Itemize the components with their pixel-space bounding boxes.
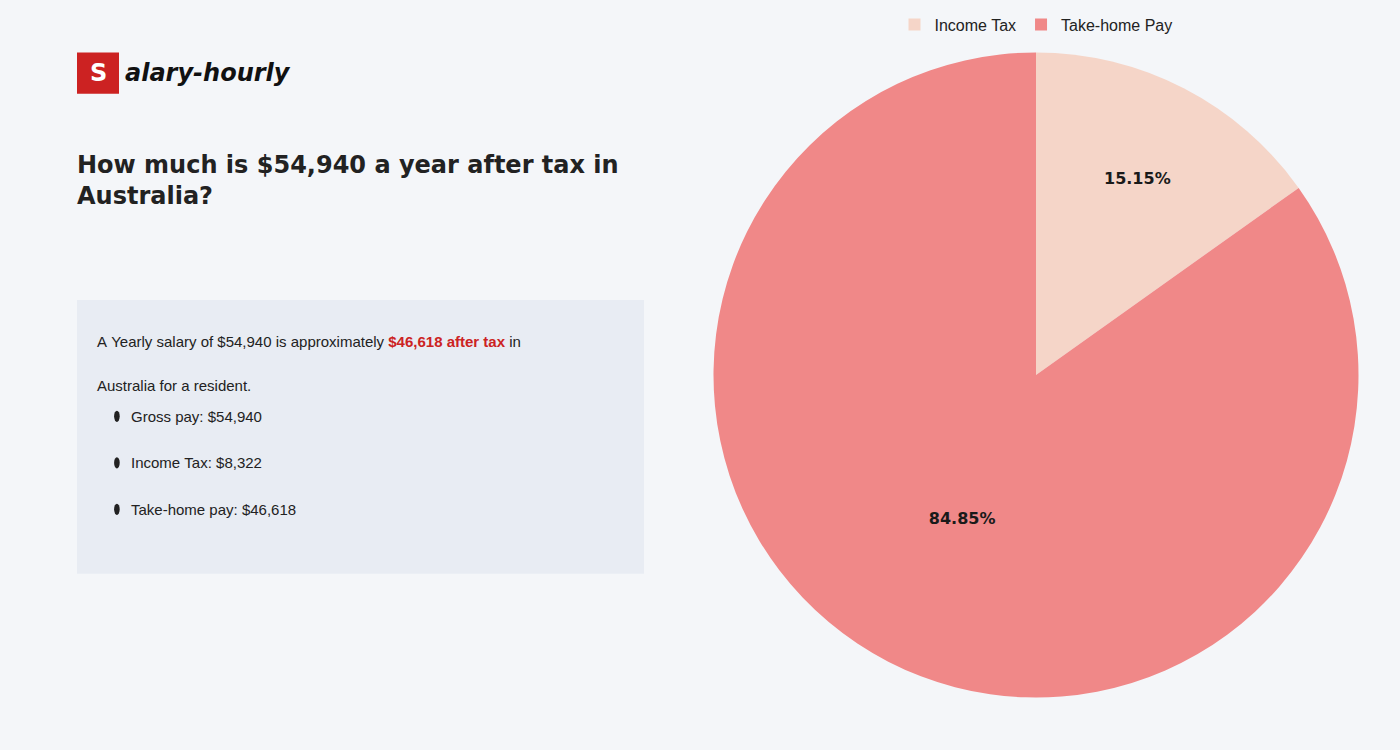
svg-text:Take-home pay: $46,618: Take-home pay: $46,618 [131, 501, 296, 518]
svg-text:S: S [90, 59, 107, 87]
svg-text:84.85%: 84.85% [929, 509, 996, 528]
svg-text:A Yearly salary of $54,940 is: A Yearly salary of $54,940 is approximat… [97, 333, 521, 350]
svg-text:Take-home Pay: Take-home Pay [1061, 17, 1172, 34]
svg-text:15.15%: 15.15% [1104, 169, 1171, 188]
svg-text:Income Tax: Income Tax [935, 17, 1017, 34]
svg-text:alary-hourly: alary-hourly [125, 59, 291, 87]
svg-text:Australia for a resident.: Australia for a resident. [97, 377, 251, 394]
svg-text:How much is $54,940 a year aft: How much is $54,940 a year after tax inA… [77, 151, 619, 210]
svg-text:Gross pay: $54,940: Gross pay: $54,940 [131, 408, 262, 425]
svg-text:Income Tax: $8,322: Income Tax: $8,322 [131, 454, 262, 471]
